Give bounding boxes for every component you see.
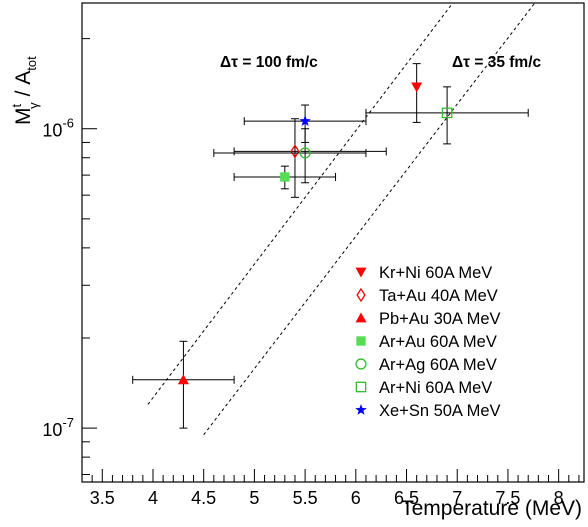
y-axis-label: Mt γ/ Atot [9, 56, 41, 125]
y-tick-label: 10-6 [42, 116, 74, 141]
legend-label: Ar+Ni 60A MeV [379, 379, 492, 397]
y-tick-label: 10-7 [42, 415, 74, 440]
data-point [233, 165, 337, 190]
svg-text:Mtγ/ Atot: Mt γ/ Atot [9, 56, 41, 125]
point-marker [177, 374, 189, 385]
axes: 3.5 4 4.5 5 5.5 6 6.5 7 7.5 8 10-7 10-6 [42, 38, 580, 508]
x-tick-label: 6 [351, 488, 361, 508]
legend-marker [355, 358, 367, 370]
x-tick-label: 8 [554, 488, 564, 508]
x-tick-label: 4 [148, 488, 158, 508]
legend-entry: Kr+Ni 60A MeV [355, 264, 492, 282]
data-point [233, 118, 387, 198]
legend-entry: Ar+Ag 60A MeV [355, 356, 497, 374]
legend-marker [356, 287, 366, 303]
legend: Kr+Ni 60A MeV Ta+Au 40A MeV Pb+Au 30A MeV A… [355, 264, 501, 420]
data-point [243, 104, 367, 143]
guide-lines: Δτ = 100 fm/c Δτ = 35 fm/c [147, 3, 542, 436]
legend-marker [356, 336, 366, 346]
x-tick-label: 5.5 [293, 488, 318, 508]
point-marker [411, 82, 423, 93]
legend-entry: Ar+Ni 60A MeV [355, 379, 492, 397]
legend-marker [355, 312, 367, 323]
legend-marker [355, 403, 367, 415]
guide-line-label: Δτ = 35 fm/c [452, 54, 542, 71]
data-point [365, 86, 529, 145]
point-marker [280, 172, 290, 182]
data-point [411, 63, 423, 123]
legend-entry: Ar+Au 60A MeV [356, 333, 497, 351]
legend-label: Ta+Au 40A MeV [379, 287, 498, 305]
x-axis-label: Temperature (MeV) [401, 497, 582, 520]
legend-label: Kr+Ni 60A MeV [379, 264, 492, 282]
data-point [132, 340, 235, 429]
data-point [213, 128, 367, 184]
x-tick-label: 6.5 [394, 488, 419, 508]
point-marker [441, 107, 453, 119]
legend-marker [355, 381, 367, 393]
x-tick-label: 5 [249, 488, 259, 508]
legend-entry: Pb+Au 30A MeV [355, 310, 501, 328]
legend-label: Xe+Sn 50A MeV [379, 402, 501, 420]
x-tick-label: 7 [452, 488, 462, 508]
x-tick-label: 4.5 [191, 488, 216, 508]
point-marker [290, 144, 300, 159]
legend-label: Pb+Au 30A MeV [379, 310, 501, 328]
legend-marker [355, 267, 367, 278]
data-points [132, 63, 529, 429]
point-marker [299, 147, 311, 159]
x-tick-label: 7.5 [495, 488, 520, 508]
legend-label: Ar+Ag 60A MeV [379, 356, 497, 374]
legend-entry: Ta+Au 40A MeV [356, 287, 498, 305]
plot-frame [81, 2, 585, 483]
legend-entry: Xe+Sn 50A MeV [355, 402, 501, 420]
guide-line-label: Δτ = 100 fm/c [220, 54, 318, 71]
x-tick-label: 3.5 [90, 488, 115, 508]
point-marker [299, 115, 311, 127]
guide-line [203, 3, 536, 436]
legend-label: Ar+Au 60A MeV [379, 333, 497, 351]
